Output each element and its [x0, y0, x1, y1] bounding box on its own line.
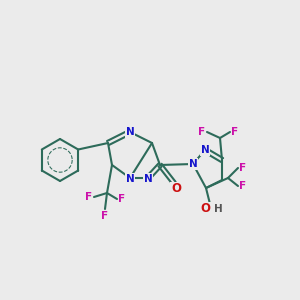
- Text: N: N: [189, 159, 197, 169]
- Text: F: F: [118, 194, 126, 204]
- Text: N: N: [144, 174, 152, 184]
- Text: O: O: [171, 182, 181, 196]
- Text: O: O: [200, 202, 210, 215]
- Text: F: F: [85, 192, 93, 202]
- Text: N: N: [126, 127, 134, 137]
- Text: F: F: [239, 163, 247, 173]
- Text: H: H: [214, 204, 222, 214]
- Text: F: F: [231, 127, 239, 137]
- Text: F: F: [239, 181, 247, 191]
- Text: N: N: [126, 174, 134, 184]
- Text: F: F: [101, 211, 109, 221]
- Text: F: F: [198, 127, 206, 137]
- Text: N: N: [201, 145, 209, 155]
